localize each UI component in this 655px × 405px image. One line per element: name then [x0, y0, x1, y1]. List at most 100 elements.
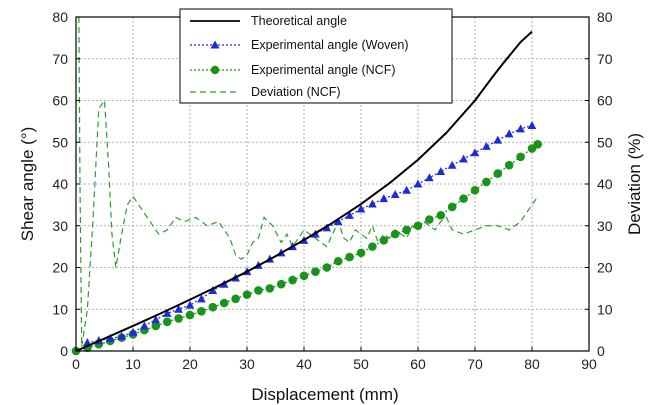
y-tick-label-left: 10	[52, 301, 68, 317]
data-point-triangle	[208, 285, 218, 294]
series-line	[75, 30, 533, 352]
data-point-circle	[447, 202, 457, 212]
data-point-triangle	[356, 204, 366, 213]
data-point-circle	[299, 271, 309, 281]
data-point-triangle	[413, 179, 423, 188]
data-point-circle	[242, 290, 252, 299]
x-tick-label: 30	[239, 356, 255, 372]
data-point-circle	[254, 286, 263, 295]
y-tick-label-right: 30	[597, 218, 613, 234]
legend-item-ncf: Experimental angle (NCF)	[190, 63, 396, 77]
legend-marker-ncf	[210, 65, 220, 75]
data-point-circle	[174, 314, 183, 323]
y-tick-label-left: 70	[52, 51, 68, 67]
data-point-triangle	[516, 124, 525, 133]
y-tick-label-right: 80	[597, 9, 613, 25]
data-point-circle	[151, 321, 161, 331]
grid	[76, 17, 589, 351]
legend-item-woven: Experimental angle (Woven)	[190, 38, 408, 52]
data-point-circle	[185, 310, 195, 320]
data-point-triangle	[379, 194, 389, 203]
series-line	[78, 16, 539, 347]
data-point-triangle	[333, 217, 343, 226]
data-point-circle	[265, 284, 275, 293]
y-tick-label-right: 40	[597, 176, 613, 192]
legend-label-theoretical: Theoretical angle	[251, 14, 347, 28]
data-point-circle	[162, 317, 172, 327]
legend-box	[179, 8, 453, 104]
y-tick-label-right: 20	[597, 260, 613, 276]
data-point-circle	[197, 307, 206, 316]
data-point-triangle	[345, 210, 354, 219]
legend-label-woven: Experimental angle (Woven)	[251, 38, 408, 52]
data-point-circle	[504, 160, 514, 170]
data-point-circle	[356, 248, 366, 258]
data-point-circle	[459, 194, 468, 203]
y-tick-label-left: 60	[52, 93, 68, 109]
y-tick-label-right: 50	[597, 134, 613, 150]
data-point-triangle	[390, 189, 400, 198]
x-tick-label: 60	[410, 356, 426, 372]
legend-label-ncf: Experimental angle (NCF)	[251, 63, 396, 77]
x-tick-label: 0	[72, 356, 80, 372]
data-point-triangle	[425, 173, 434, 182]
y-axis-label-right: Deviation (%)	[625, 133, 644, 235]
data-point-triangle	[504, 129, 514, 138]
y-tick-label-right: 0	[597, 343, 605, 359]
legend-item-deviation: Deviation (NCF)	[190, 85, 341, 99]
series-0	[75, 30, 533, 352]
data-point-circle	[208, 302, 218, 312]
data-point-circle	[425, 215, 434, 224]
x-tick-label: 50	[353, 356, 369, 372]
x-tick-label: 20	[182, 356, 198, 372]
data-point-triangle	[436, 166, 446, 175]
data-point-triangle	[459, 154, 468, 163]
data-point-circle	[436, 211, 446, 220]
data-point-triangle	[447, 160, 457, 169]
data-point-triangle	[151, 315, 161, 324]
data-point-triangle	[105, 333, 115, 342]
series-3	[78, 16, 539, 347]
data-point-circle	[493, 169, 503, 178]
data-point-triangle	[162, 308, 172, 317]
data-point-circle	[413, 221, 423, 231]
x-ticks: 0 10 20 30 40 50 60 70 80 90	[72, 347, 597, 372]
y-tick-label-right: 70	[597, 51, 613, 67]
data-point-circle	[219, 298, 229, 308]
y-tick-label-left: 30	[52, 218, 68, 234]
data-point-circle	[322, 263, 332, 272]
data-point-triangle	[117, 331, 126, 340]
data-point-circle	[333, 256, 343, 266]
series-layer	[71, 16, 542, 356]
y-tick-label-left: 20	[52, 260, 68, 276]
data-point-circle	[470, 185, 480, 195]
y-ticks-right: 0 10 20 30 40 50 60 70 80	[585, 9, 613, 359]
legend-marker-woven	[210, 40, 220, 49]
data-point-circle	[276, 279, 286, 289]
legend-label-deviation: Deviation (NCF)	[251, 85, 341, 99]
data-point-circle	[311, 267, 320, 276]
data-point-circle	[288, 275, 297, 285]
legend: Theoretical angle Experimental angle (Wo…	[179, 8, 453, 104]
y-tick-label-right: 60	[597, 93, 613, 109]
y-tick-label-left: 40	[52, 176, 68, 192]
legend-item-theoretical: Theoretical angle	[190, 14, 347, 28]
x-tick-label: 90	[581, 356, 597, 372]
data-point-circle	[516, 152, 525, 162]
y-ticks-left: 0 10 20 30 40 50 60 70 80	[52, 9, 80, 359]
data-point-circle	[379, 236, 389, 245]
data-point-circle	[390, 229, 400, 239]
y-axis-label-left: Shear angle (°)	[18, 127, 37, 242]
data-point-triangle	[493, 135, 503, 144]
data-point-circle	[231, 294, 240, 304]
data-point-triangle	[470, 148, 480, 157]
data-point-triangle	[197, 294, 206, 303]
data-point-triangle	[482, 141, 491, 150]
data-point-triangle	[174, 304, 183, 313]
data-point-triangle	[140, 321, 149, 330]
x-tick-label: 70	[467, 356, 483, 372]
series-1	[83, 121, 537, 347]
x-tick-label: 40	[296, 356, 312, 372]
data-point-triangle	[402, 185, 411, 194]
